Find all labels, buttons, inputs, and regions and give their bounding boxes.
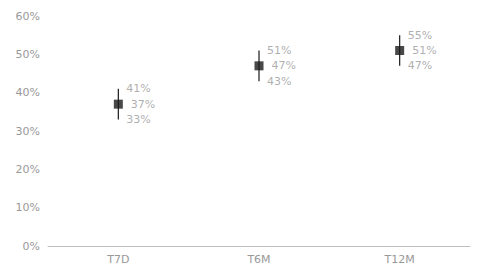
svg-text:55%: 55% <box>408 29 432 42</box>
svg-text:50%: 50% <box>16 48 40 61</box>
svg-text:0%: 0% <box>23 240 40 253</box>
svg-text:10%: 10% <box>16 201 40 214</box>
svg-text:20%: 20% <box>16 163 40 176</box>
svg-text:47%: 47% <box>272 59 296 72</box>
svg-text:43%: 43% <box>267 75 291 88</box>
svg-text:37%: 37% <box>131 98 155 111</box>
svg-text:33%: 33% <box>126 113 150 126</box>
svg-text:40%: 40% <box>16 86 40 99</box>
svg-text:T7D: T7D <box>106 253 129 266</box>
svg-text:41%: 41% <box>126 82 150 95</box>
svg-text:47%: 47% <box>408 59 432 72</box>
svg-text:51%: 51% <box>412 44 436 57</box>
svg-text:51%: 51% <box>267 44 291 57</box>
svg-text:T6M: T6M <box>246 253 270 266</box>
svg-text:30%: 30% <box>16 125 40 138</box>
svg-text:60%: 60% <box>16 10 40 23</box>
svg-text:T12M: T12M <box>384 253 415 266</box>
